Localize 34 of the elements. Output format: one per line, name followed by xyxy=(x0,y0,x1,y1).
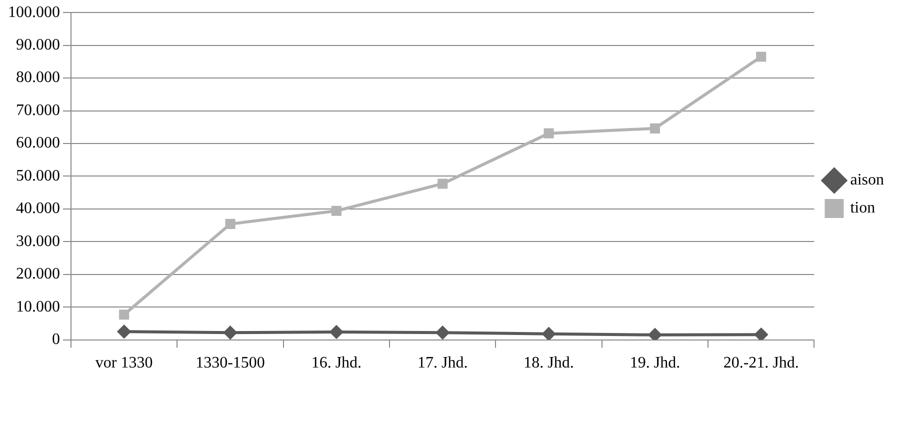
y-tick-label: 20.000 xyxy=(16,266,60,283)
y-tick-label: 90.000 xyxy=(16,36,60,54)
x-tick-label: vor 1330 xyxy=(95,354,153,372)
point xyxy=(438,178,448,189)
point xyxy=(331,206,342,216)
point xyxy=(225,218,236,230)
y-tick-label: 70.000 xyxy=(16,102,60,119)
point xyxy=(542,327,556,340)
x-tick-label: 18. Jhd. xyxy=(524,354,574,372)
y-tick-label: 50.000 xyxy=(16,167,60,184)
x-tick-label: 17. Jhd. xyxy=(417,354,468,372)
y-tick-label: 100.000 xyxy=(8,4,60,21)
y-tick-label: 0 xyxy=(52,331,60,348)
legend-label: tion xyxy=(850,200,876,217)
y-tick-label: 40.000 xyxy=(16,200,60,218)
x-tick-label: 1330-1500 xyxy=(196,354,265,372)
y-tick-label: 10.000 xyxy=(16,298,60,316)
y-tick-label: 80.000 xyxy=(16,69,60,86)
point xyxy=(544,128,554,138)
point xyxy=(119,310,130,320)
point xyxy=(330,325,343,338)
y-tick-label: 30.000 xyxy=(16,232,60,250)
x-tick-label: 20.-21. Jhd. xyxy=(723,354,799,372)
y-tick-label: 60.000 xyxy=(16,134,60,152)
point xyxy=(650,123,660,134)
point xyxy=(224,326,237,340)
legend-label: aison xyxy=(850,172,884,189)
x-tick-label: 19. Jhd. xyxy=(630,354,680,372)
point xyxy=(756,52,766,62)
point xyxy=(648,328,662,340)
point xyxy=(754,328,768,340)
point xyxy=(436,326,450,340)
x-tick-label: 16. Jhd. xyxy=(311,354,362,372)
point xyxy=(118,325,131,338)
